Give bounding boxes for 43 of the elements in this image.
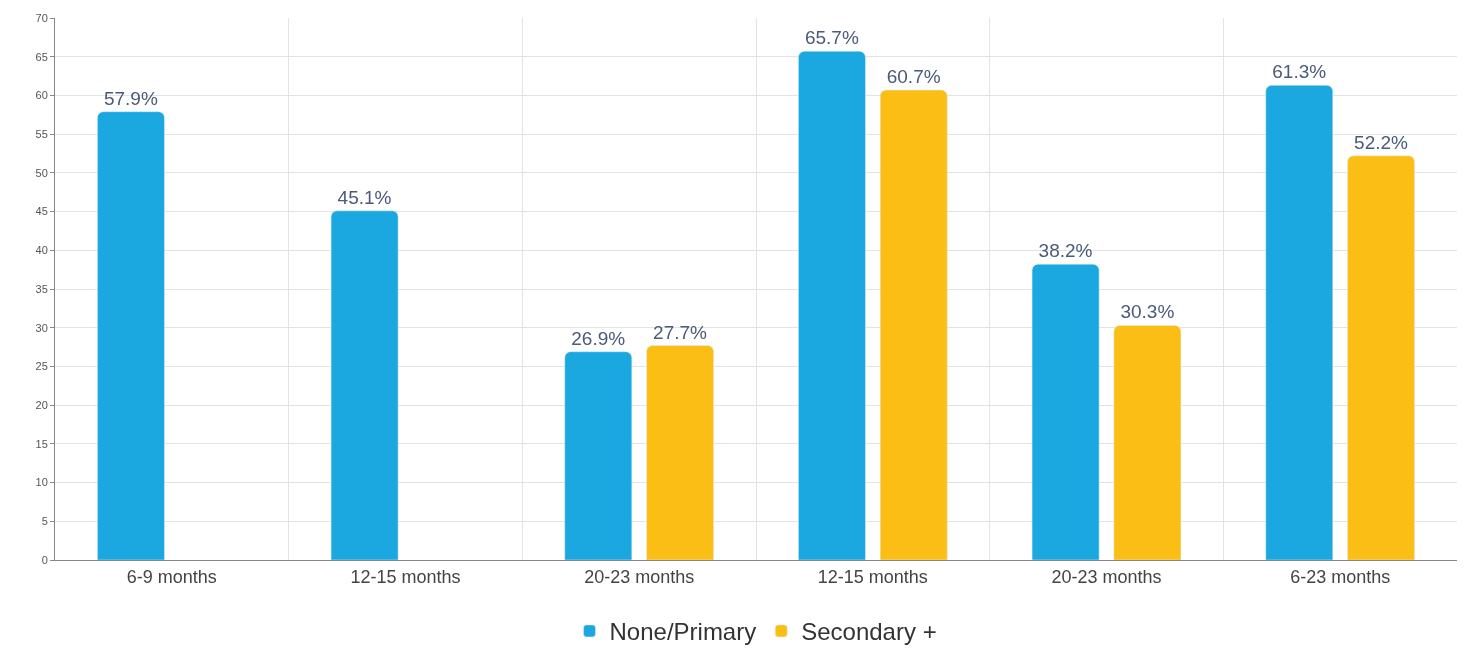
x-tick-label: 12-15 months <box>817 566 928 587</box>
data-label: 57.9% <box>103 87 158 109</box>
data-label: 26.9% <box>571 327 626 349</box>
bar <box>798 51 866 560</box>
bar <box>1113 325 1182 560</box>
y-tick-label: 40 <box>35 244 48 257</box>
data-label: 61.3% <box>1272 61 1327 83</box>
y-tick-label: 15 <box>35 437 48 450</box>
legend-label: None/Primary <box>609 618 757 646</box>
data-label: 65.7% <box>804 27 859 49</box>
y-tick-label: 35 <box>35 282 48 295</box>
bar <box>97 111 165 560</box>
y-tick-label: 20 <box>35 398 48 411</box>
y-tick-label: 65 <box>35 50 48 63</box>
bar <box>646 345 714 560</box>
x-tick-label: 6-9 months <box>126 566 217 587</box>
data-label: 27.7% <box>653 321 708 343</box>
data-label: 45.1% <box>337 186 392 208</box>
bar <box>1347 155 1415 560</box>
y-tick-label: 50 <box>35 166 48 179</box>
x-tick-label: 20-23 months <box>584 566 695 587</box>
y-tick-label: 30 <box>35 321 48 334</box>
bar <box>879 89 948 560</box>
legend-label: Secondary + <box>801 618 937 646</box>
x-tick-label: 6-23 months <box>1290 566 1391 587</box>
data-label: 52.2% <box>1354 131 1409 153</box>
data-label: 30.3% <box>1120 301 1175 323</box>
data-label: 38.2% <box>1038 240 1093 262</box>
bar <box>1031 263 1100 560</box>
bar <box>330 210 399 560</box>
y-tick-label: 70 <box>35 11 48 24</box>
bar <box>1265 85 1334 560</box>
y-tick-label: 60 <box>35 89 48 102</box>
x-tick-label: 20-23 months <box>1051 566 1162 587</box>
bar <box>564 351 633 560</box>
x-tick-label: 12-15 months <box>350 566 461 587</box>
data-label: 60.7% <box>886 66 941 88</box>
y-tick-label: 10 <box>35 476 48 489</box>
y-tick-label: 5 <box>41 515 48 528</box>
y-tick-label: 0 <box>41 553 48 566</box>
y-tick-label: 25 <box>35 360 48 373</box>
y-tick-label: 45 <box>35 205 48 218</box>
y-tick-label: 55 <box>35 127 48 140</box>
